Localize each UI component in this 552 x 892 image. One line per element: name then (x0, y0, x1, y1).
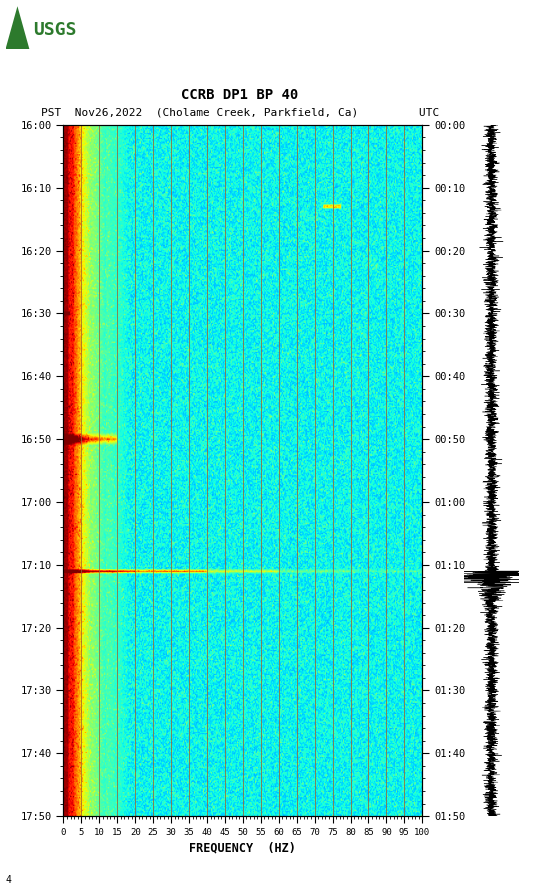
Text: USGS: USGS (33, 21, 77, 38)
Polygon shape (6, 6, 29, 49)
X-axis label: FREQUENCY  (HZ): FREQUENCY (HZ) (189, 841, 296, 855)
Text: 4: 4 (6, 875, 12, 885)
Text: CCRB DP1 BP 40: CCRB DP1 BP 40 (182, 88, 299, 103)
Text: PST  Nov26,2022  (Cholame Creek, Parkfield, Ca)         UTC: PST Nov26,2022 (Cholame Creek, Parkfield… (41, 107, 439, 118)
